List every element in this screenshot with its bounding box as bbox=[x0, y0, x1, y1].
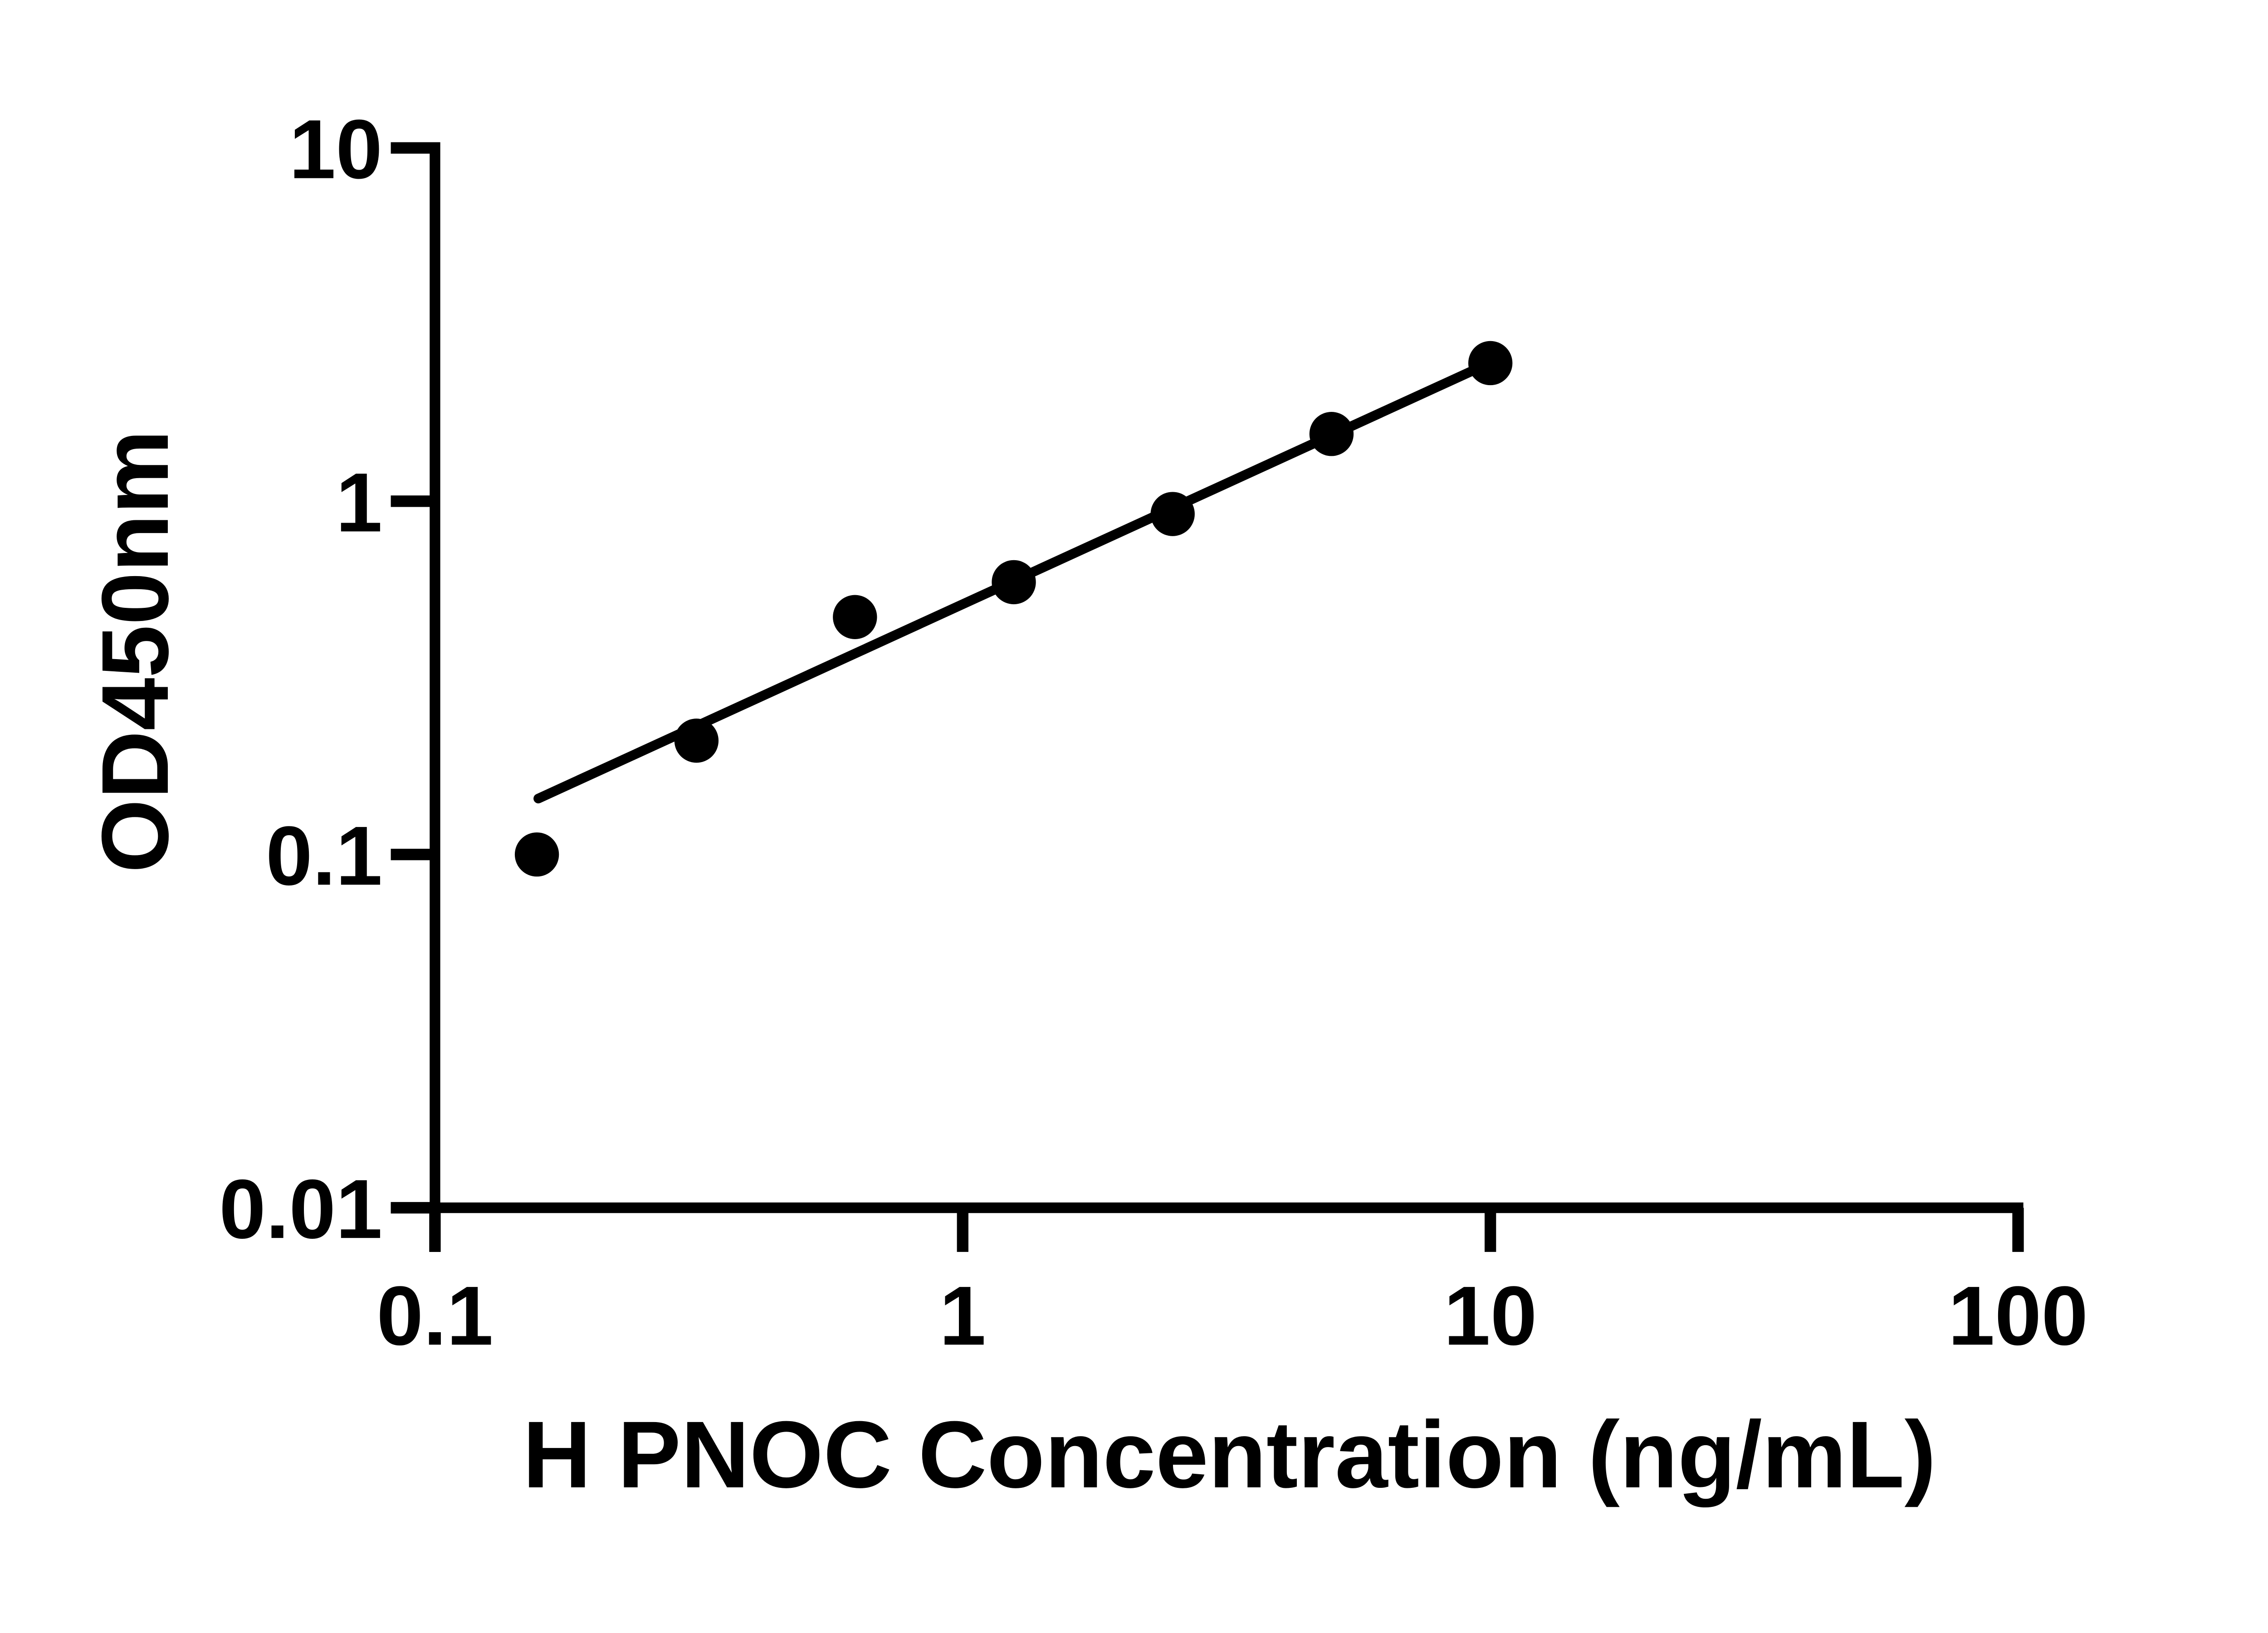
x-tick-label: 10 bbox=[1444, 1269, 1537, 1363]
axis-ticks bbox=[391, 142, 2024, 1252]
data-point bbox=[1150, 492, 1195, 536]
data-point bbox=[1309, 412, 1354, 456]
chart-background bbox=[0, 0, 2268, 1590]
y-tick-label: 0.01 bbox=[219, 1163, 382, 1256]
axis-tick-labels: 0.01 0.1 1 10 0.1 1 10 100 bbox=[219, 103, 2088, 1363]
data-point bbox=[1468, 341, 1513, 386]
elisa-standard-curve-figure: 0.01 0.1 1 10 0.1 1 10 100 H PNOC Concentration… bbox=[0, 0, 2268, 1590]
data-point bbox=[992, 560, 1036, 605]
plot-area bbox=[514, 341, 1513, 877]
y-tick-label: 0.1 bbox=[266, 809, 382, 903]
y-tick-label: 10 bbox=[289, 103, 382, 196]
x-axis-title: H PNOC Concentration (ng/mL) bbox=[523, 1402, 1936, 1508]
data-point bbox=[674, 719, 719, 763]
data-point bbox=[833, 595, 877, 639]
x-tick-label: 0.1 bbox=[376, 1269, 493, 1363]
axes bbox=[391, 142, 2024, 1252]
x-tick-label: 1 bbox=[939, 1269, 986, 1363]
x-tick-label: 100 bbox=[1948, 1269, 2088, 1363]
y-tick-label: 1 bbox=[336, 456, 382, 550]
y-axis-title: OD450nm bbox=[83, 430, 188, 873]
data-point bbox=[514, 832, 559, 877]
standard-curve-chart: 0.01 0.1 1 10 0.1 1 10 100 H PNOC Concentration… bbox=[0, 0, 2268, 1590]
